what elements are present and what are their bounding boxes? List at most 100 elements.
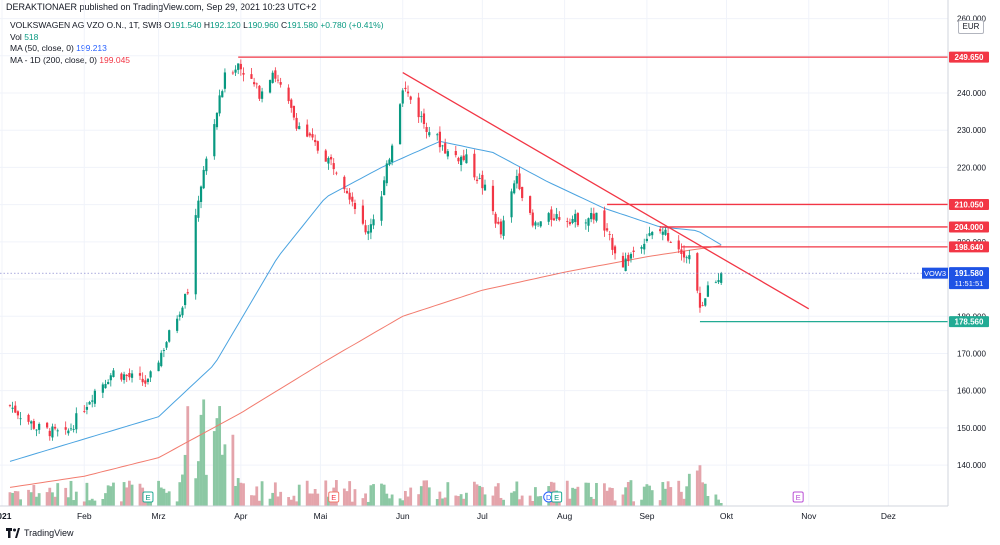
candle-body (521, 186, 524, 199)
volume-bar (29, 492, 33, 506)
legend-vol-label: Vol (10, 31, 22, 42)
volume-bar (305, 480, 309, 506)
candle-body (632, 250, 635, 253)
time-axis[interactable]: 2021 Feb Mrz Apr Mai Jun Jul Aug Sep Okt Nov Dez (0, 505, 948, 521)
volume-bar (685, 486, 689, 506)
candle-body (717, 280, 720, 283)
volume-bar (90, 498, 94, 506)
volume-bar (66, 497, 70, 506)
legend-ma50-row[interactable]: MA (50, close, 0) 199.213 (10, 43, 384, 55)
candle-body (128, 372, 131, 378)
time-tick-label: Aug (557, 511, 572, 521)
candle-body (168, 330, 171, 342)
time-tick-label: Feb (77, 511, 92, 521)
volume-bar (289, 499, 293, 506)
candle-body (122, 374, 126, 381)
candle-body (194, 215, 197, 295)
volume-bar (682, 498, 686, 506)
candle-body (510, 191, 513, 218)
volume-bar (499, 497, 503, 506)
volume-bar (372, 484, 375, 506)
volume-bar (218, 406, 222, 506)
legend-ohlc-row: VOLKSWAGEN AG VZO O.N., 1T, SWB O191.540… (10, 20, 384, 32)
candle-body (667, 233, 670, 241)
volume-bar (369, 485, 373, 506)
volume-bar (19, 499, 22, 506)
candle-body (409, 96, 412, 100)
candle-body (218, 95, 221, 114)
volume-bar (515, 481, 519, 506)
grid (0, 0, 948, 506)
candle-body (438, 131, 441, 148)
candle-body (669, 242, 672, 244)
volume-bar (587, 482, 590, 506)
volume-bar (465, 492, 468, 506)
marker-shape (551, 491, 563, 503)
volume-bar (584, 482, 588, 506)
drawings[interactable] (0, 56, 948, 323)
candle-body (651, 232, 654, 236)
current-price-label: 191.580 (955, 269, 984, 278)
volume-bar (494, 486, 498, 506)
marker-letter: E (554, 493, 559, 502)
volume-bar (576, 486, 580, 506)
volume-bar (32, 484, 36, 506)
volume-bar (255, 486, 259, 506)
volume-bar (348, 481, 352, 506)
candle-body (536, 223, 540, 225)
candle-body (138, 373, 142, 376)
volume-bar (186, 406, 190, 506)
candle-body (643, 243, 646, 250)
candle-body (640, 246, 643, 249)
time-tick-label: 2021 (0, 511, 12, 521)
volume-bar (480, 487, 484, 506)
time-tick-label: Sep (639, 511, 654, 521)
level-price-label: 204.000 (955, 223, 984, 232)
volume-bar (324, 480, 328, 506)
volume-bar (701, 482, 705, 506)
candle-body (276, 79, 280, 81)
volume-bar (175, 501, 179, 506)
footer-brand[interactable]: TradingView (24, 528, 74, 538)
volume-bar (199, 414, 203, 506)
level-price-tag (949, 316, 989, 328)
candle-body (146, 378, 150, 383)
candle-body (46, 422, 49, 428)
volume-bar (292, 495, 296, 506)
volume-bar (677, 480, 681, 506)
volume-bar (441, 498, 444, 506)
candle-body (67, 430, 70, 434)
candle-body (706, 285, 710, 297)
candle-body (250, 74, 253, 79)
legend-ma200-row[interactable]: MA - 1D (200, close, 0) 199.045 (10, 55, 384, 67)
volume-bar (112, 482, 115, 506)
volume-bar (536, 496, 540, 506)
candle-body (529, 196, 532, 213)
volume-bar (88, 500, 91, 506)
candle-body (109, 375, 112, 381)
candle-body (112, 370, 115, 378)
level-price-label: 249.650 (955, 53, 984, 62)
candle-body (478, 178, 481, 179)
volume-bar (483, 494, 487, 506)
time-tick-label: Okt (720, 511, 734, 521)
volume-bar (194, 478, 198, 506)
volume-bar (626, 482, 630, 506)
candle-body (101, 384, 104, 393)
volume-bar (512, 491, 516, 506)
volume-bar (178, 482, 182, 506)
legend-volume-row[interactable]: Vol 518 (10, 32, 384, 44)
candle-body (483, 184, 487, 191)
candle-body (688, 255, 691, 260)
level-price-label: 178.560 (955, 318, 984, 327)
candle-body (93, 390, 96, 404)
volume-bar (698, 465, 702, 506)
price-axis[interactable]: 260.000250.000240.000230.000220.000210.0… (922, 0, 989, 506)
price-tick-label: 240.000 (957, 89, 986, 98)
legend-symbol[interactable]: VOLKSWAGEN AG VZO O.N., 1T, SWB (10, 20, 162, 30)
candle-body (391, 145, 394, 162)
time-tick-label: Mai (314, 511, 328, 521)
currency-button[interactable]: EUR (958, 20, 984, 34)
